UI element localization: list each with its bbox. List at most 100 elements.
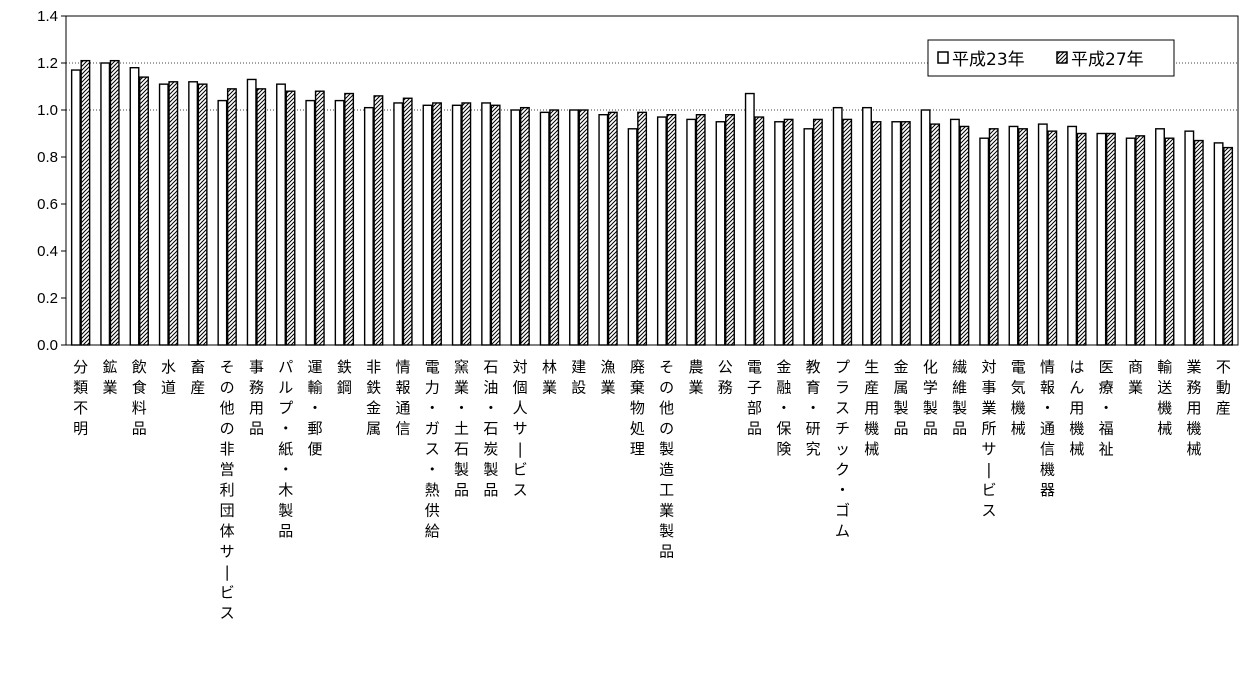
bar-h27 xyxy=(461,102,472,346)
category-label: 林業 xyxy=(542,358,557,397)
category-label: 公務 xyxy=(718,358,733,397)
category-label: 事務用品 xyxy=(249,358,264,438)
legend-label-h27: 平成27年 xyxy=(1071,50,1144,70)
bar-h27 xyxy=(900,121,911,346)
bar-h27 xyxy=(109,59,120,346)
category-label: 廃棄物処理 xyxy=(630,358,645,458)
bar-h23 xyxy=(70,69,81,346)
category-label: 鉄鋼 xyxy=(337,358,352,397)
legend-swatch-h23 xyxy=(937,51,949,64)
bar-h23 xyxy=(246,78,257,346)
category-label: 分類不明 xyxy=(73,358,88,438)
bar-h27 xyxy=(1018,128,1028,346)
bar-h27 xyxy=(285,90,296,346)
bar-h23 xyxy=(393,102,404,346)
category-label: 繊維製品 xyxy=(952,358,967,438)
bar-h27 xyxy=(432,102,442,346)
bar-h23 xyxy=(334,99,345,346)
y-tick-label: 1.0 xyxy=(37,102,58,119)
bar-h23 xyxy=(656,116,667,346)
category-label: 電気機械 xyxy=(1011,358,1026,438)
category-label: はん用機械 xyxy=(1069,358,1084,458)
category-label: その他の非営利団体サ|ビス xyxy=(220,358,235,622)
legend: 平成23年 平成27年 xyxy=(927,39,1175,77)
bar-h23 xyxy=(276,83,286,346)
bar-h23 xyxy=(451,104,462,346)
bar-h27 xyxy=(1047,130,1058,346)
category-label: パルプ・紙・木製品 xyxy=(278,358,293,540)
bar-h23 xyxy=(715,121,726,346)
bar-h23 xyxy=(920,109,931,346)
category-label: 金属製品 xyxy=(894,358,909,438)
bar-h23 xyxy=(217,99,228,346)
category-label: 鉱業 xyxy=(102,358,117,397)
y-tick-label: 0.6 xyxy=(37,196,58,213)
bar-h27 xyxy=(812,118,823,346)
bar-h23 xyxy=(803,128,814,346)
category-label: 石油・石炭製品 xyxy=(483,358,498,499)
category-label: 窯業・土石製品 xyxy=(454,358,469,499)
bar-h23 xyxy=(569,109,579,346)
bar-h23 xyxy=(598,113,609,346)
bar-h23 xyxy=(1037,123,1048,346)
bar-h27 xyxy=(256,88,267,346)
category-label: 運輸・郵便 xyxy=(308,358,323,458)
bar-h23 xyxy=(510,109,521,346)
bar-h27 xyxy=(637,111,648,346)
y-tick-label: 0.0 xyxy=(37,337,58,354)
bar-h27 xyxy=(314,90,325,346)
bar-h27 xyxy=(607,111,618,346)
bar-h27 xyxy=(549,109,560,346)
category-label: 商業 xyxy=(1128,358,1143,397)
bar-h27 xyxy=(519,106,530,346)
bar-h27 xyxy=(1135,135,1146,346)
bar-h27 xyxy=(226,88,237,346)
bar-h27 xyxy=(344,92,355,346)
category-label: 非鉄金属 xyxy=(366,358,381,438)
bar-h27 xyxy=(373,95,384,346)
bar-h23 xyxy=(627,128,638,346)
plot-area: 0.00.20.40.60.81.01.21.4分類不明鉱業飲食料品水道畜産その… xyxy=(37,8,1239,622)
bar-h23 xyxy=(862,106,872,346)
bar-h23 xyxy=(744,92,755,346)
category-label: 水道 xyxy=(161,358,176,397)
bar-h27 xyxy=(988,128,999,346)
bar-h23 xyxy=(949,118,960,346)
bar-h27 xyxy=(783,118,794,346)
category-label: 不動産 xyxy=(1216,358,1231,417)
y-tick-label: 1.4 xyxy=(37,8,58,25)
category-label: 電力・ガス・熱供給 xyxy=(425,358,440,540)
category-label: その他の製造工業製品 xyxy=(659,358,674,561)
bar-h23 xyxy=(188,81,199,346)
bar-h23 xyxy=(774,121,785,346)
bar-h27 xyxy=(871,121,882,346)
bar-h23 xyxy=(1096,132,1107,346)
bar-h23 xyxy=(481,102,492,346)
bar-h23 xyxy=(158,83,169,346)
bar-h23 xyxy=(305,99,316,346)
category-label: 医療・福祉 xyxy=(1099,358,1114,458)
legend-swatch-h27 xyxy=(1056,51,1068,64)
category-label: 化学製品 xyxy=(923,358,938,438)
category-label: 情報・通信機器 xyxy=(1040,358,1055,499)
category-label: プラスチック・ゴム xyxy=(835,358,850,540)
bar-h27 xyxy=(930,123,941,346)
bar-h27 xyxy=(754,116,765,346)
category-label: 建設 xyxy=(571,358,586,397)
category-label: 教育・研究 xyxy=(806,358,821,458)
legend-box xyxy=(927,39,1175,77)
category-label: 電子部品 xyxy=(747,358,762,438)
bar-h23 xyxy=(363,106,374,346)
category-label: 対個人サ|ビス xyxy=(513,358,528,499)
bar-h23 xyxy=(832,106,843,346)
category-label: 畜産 xyxy=(190,358,205,397)
bar-h27 xyxy=(695,113,706,346)
legend-label-h23: 平成23年 xyxy=(952,50,1025,70)
bar-h23 xyxy=(129,66,140,346)
bar-h27 xyxy=(959,125,970,346)
bar-h27 xyxy=(168,81,179,346)
category-label: 漁業 xyxy=(601,358,616,397)
category-label: 輸送機械 xyxy=(1157,358,1172,438)
bar-h23 xyxy=(100,62,111,346)
